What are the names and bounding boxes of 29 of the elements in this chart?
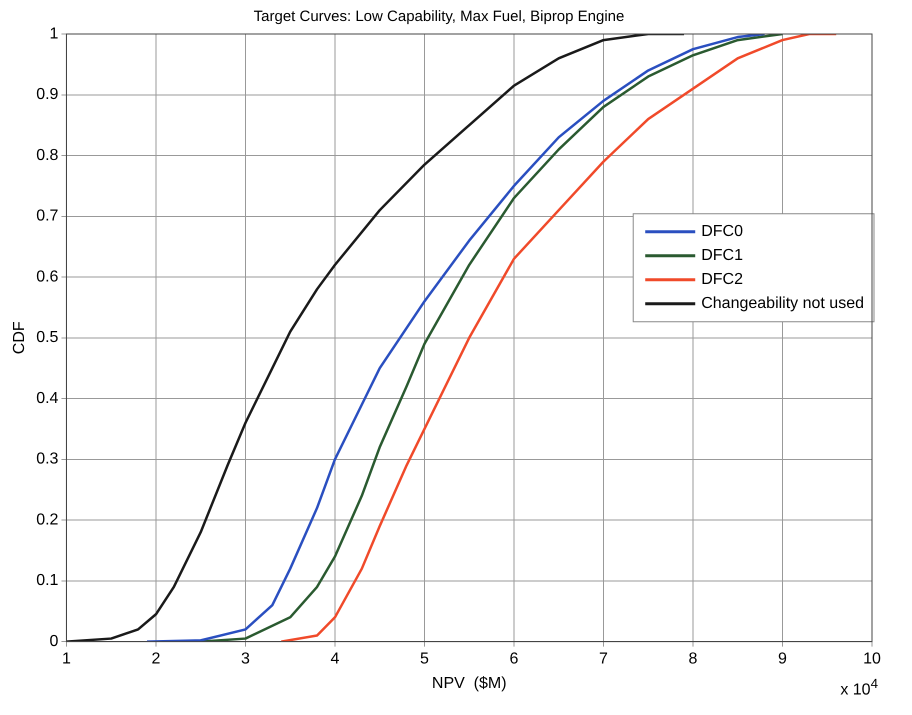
x-tick-label: 6 (510, 650, 519, 668)
x-tick-label: 5 (420, 650, 430, 668)
legend-label: Changeability not used (701, 295, 864, 312)
x-axis-title: NPV ($M) (432, 674, 507, 692)
y-tick-label: 0.9 (36, 86, 59, 104)
y-tick-label: 0.4 (36, 390, 59, 407)
text: x 10$^{4}$ (840, 676, 878, 700)
x-tick-label: 8 (688, 650, 698, 668)
y-tick-label: 1 (50, 25, 59, 42)
chart-title: Target Curves: Low Capability, Max Fuel, Biprop Engine (254, 8, 624, 26)
y-tick-label: 0.5 (36, 329, 59, 346)
x-tick-label: 9 (778, 650, 788, 668)
y-tick-label: 0.6 (36, 268, 59, 286)
y-tick-label: 0.1 (36, 572, 59, 590)
y-tick-label: 0.3 (36, 450, 59, 468)
x-tick-label: 1 (62, 650, 71, 668)
y-tick-label: 0.8 (36, 146, 59, 164)
y-tick-label: 0.7 (36, 208, 59, 225)
x-tick-label: 2 (151, 650, 160, 668)
y-tick-label: 0 (50, 633, 59, 650)
y-tick-label: 0.2 (36, 511, 59, 528)
x-tick-label: 7 (599, 650, 608, 668)
x-tick-label: 4 (330, 650, 340, 668)
x-tick-label: 3 (241, 650, 250, 668)
legend-label: DFC0 (701, 223, 744, 240)
legend-label: DFC2 (701, 271, 744, 288)
y-axis-title: CDF (11, 321, 28, 354)
legend-label: DFC1 (701, 247, 744, 264)
x-tick-label: 10 (863, 650, 881, 668)
